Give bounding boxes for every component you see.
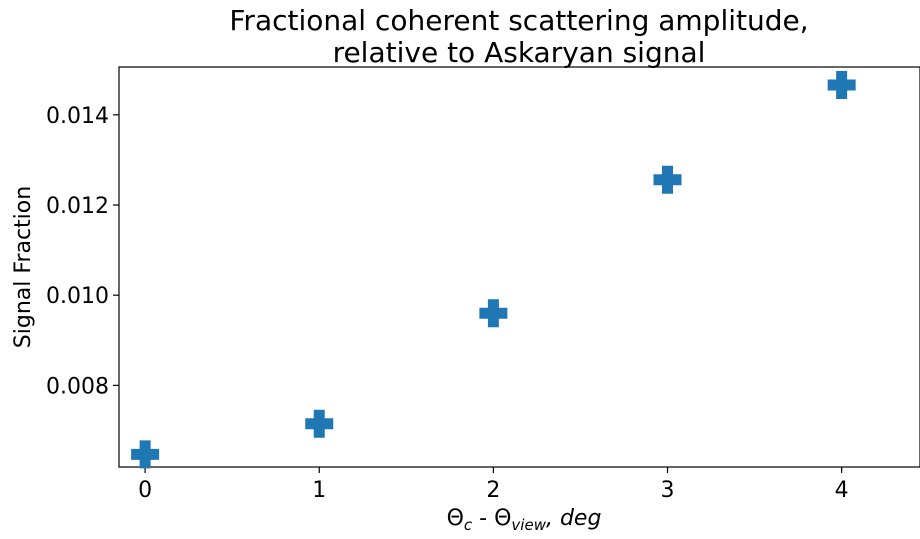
data-point-plus-marker [827,71,856,100]
x-label-unit: , deg [546,506,601,531]
plot-area-frame [118,66,920,468]
chart-title-line-2: relative to Askaryan signal [333,36,706,69]
x-label-minus: - [472,506,494,531]
x-tick-label: 0 [138,478,152,503]
x-label-sub-c: c [464,516,473,534]
y-tick-label: 0.014 [46,104,109,129]
x-label-theta: Θ [447,506,464,531]
y-tick-label: 0.012 [46,194,109,219]
x-axis-ticks: 0 1 2 3 4 [138,467,849,503]
y-tick-label: 0.010 [46,284,109,309]
x-axis-label: Θc - Θview, deg [447,506,602,534]
y-axis-label: Signal Fraction [11,186,36,348]
data-point-plus-marker [305,409,334,438]
y-tick-label: 0.008 [46,374,109,399]
data-point-plus-marker [653,165,682,194]
x-tick-label: 1 [312,478,326,503]
x-tick-label: 2 [486,478,500,503]
x-tick-label: 3 [661,478,675,503]
x-label-theta-view: Θ [494,506,511,531]
x-tick-label: 4 [835,478,849,503]
x-label-sub-view: view [511,516,546,534]
y-axis-ticks: 0.008 0.010 0.012 0.014 [46,104,119,399]
data-point-plus-marker [479,299,508,328]
data-point-plus-marker [131,440,160,469]
chart-title-line-1: Fractional coherent scattering amplitude… [229,4,808,37]
data-points [131,71,856,469]
